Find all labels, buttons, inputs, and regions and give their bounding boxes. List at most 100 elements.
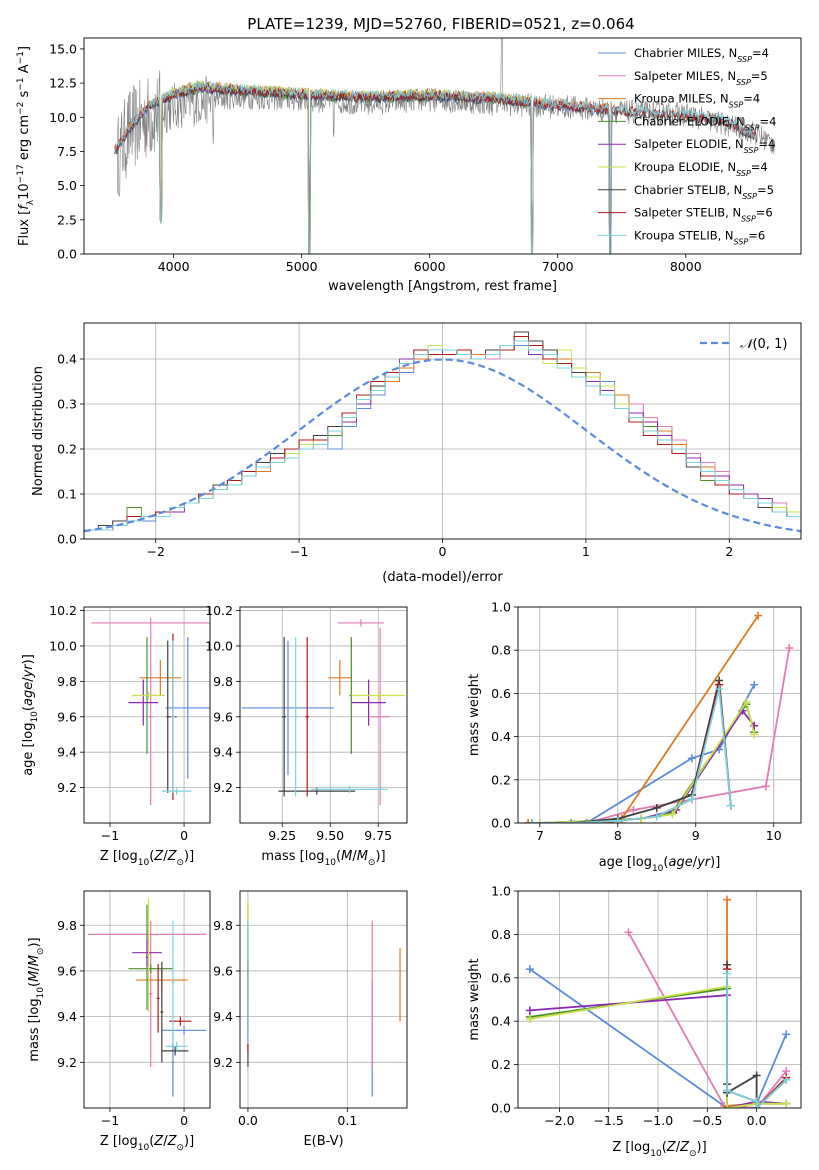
label-part: 10 — [138, 858, 150, 868]
y-tick-label: 9.6 — [213, 709, 233, 724]
y-axis-label: mass weight — [467, 958, 482, 1040]
y-tick-label: 15.0 — [49, 41, 77, 56]
label-part: 10 — [650, 1149, 662, 1159]
y-axis-label: Normed distribution — [31, 366, 46, 496]
label-part: / — [163, 1134, 168, 1149]
label-part: 10 — [30, 711, 40, 723]
weight-marker-kroupa-stelib — [782, 1075, 791, 1084]
y-tick-label: 9.6 — [57, 709, 77, 724]
label-part: Kroupa STELIB, N — [634, 228, 734, 242]
y-tick-label: 0.1 — [57, 487, 77, 502]
label-part: Z — [679, 1140, 690, 1155]
label-part: Chabrier MILES, N — [634, 46, 737, 60]
label-part: yr — [21, 663, 36, 679]
label-part: )] — [184, 1134, 194, 1149]
label-part: ( — [663, 855, 668, 870]
y-tick-label: 9.2 — [57, 780, 77, 795]
y-tick-label: 0.8 — [491, 927, 511, 942]
label-part: SSP — [736, 77, 751, 86]
y-tick-label: 9.8 — [57, 674, 77, 689]
axes-frame — [83, 37, 802, 255]
y-tick-label: 0.8 — [491, 643, 511, 658]
label-part: / — [21, 677, 36, 682]
y-tick-label: 9.8 — [213, 918, 233, 933]
weight-line-salpeter-miles — [528, 647, 791, 823]
plot-area-mass_weight_vs_age — [518, 607, 801, 823]
y-tick-label: 0.3 — [57, 397, 77, 412]
model-spectrum-kroupa-elodie — [159, 79, 533, 254]
label-part: −1 — [16, 77, 26, 90]
x-tick-label: 10 — [766, 828, 782, 843]
x-tick-label: 6000 — [414, 259, 446, 274]
axes-frame — [239, 606, 408, 824]
x-tick-label: 5000 — [286, 259, 318, 274]
label-part: ( — [149, 849, 154, 864]
weight-marker-salpeter-miles — [785, 644, 794, 653]
label-part: Salpeter STELIB, N — [634, 206, 741, 220]
label-part: SSP — [737, 55, 752, 64]
legend-label-kroupa-miles: Kroupa MILES, NSSP=4 — [634, 92, 760, 110]
weight-marker-kroupa-stelib — [613, 816, 622, 823]
legend-label-chabrier-miles: Chabrier MILES, NSSP=4 — [634, 46, 769, 64]
weight-marker-chabrier-miles — [750, 680, 759, 689]
label-part: wavelength [Angstrom, rest frame] — [328, 279, 557, 294]
x-axis-label: Z [log10(Z/Z⊙)] — [100, 1134, 194, 1153]
histogram-chabrier-stelib — [84, 331, 801, 539]
plot-area-age_vs_mass — [240, 607, 407, 823]
weight-line-salpeter-elodie — [539, 709, 755, 823]
weight-marker-kroupa-stelib — [687, 795, 696, 804]
label-part: −2 — [16, 102, 26, 115]
x-tick-label: 9 — [692, 828, 700, 843]
y-tick-label: 9.8 — [57, 918, 77, 933]
label-part: ( — [149, 1134, 154, 1149]
histogram-salpeter-miles — [84, 340, 801, 539]
weight-marker-salpeter-elodie — [525, 1006, 534, 1015]
label-part: (data-model)/error — [382, 570, 503, 585]
x-tick-label: 4000 — [158, 259, 190, 274]
legend-label-chabrier-stelib: Chabrier STELIB, NSSP=5 — [634, 183, 774, 201]
label-part: ⊙ — [176, 1143, 184, 1153]
weight-marker-kroupa-elodie — [535, 819, 544, 823]
plot-area-mass_vs_z — [84, 891, 210, 1108]
weight-marker-salpeter-miles — [761, 782, 770, 791]
x-tick-label: 0.1 — [337, 1113, 357, 1128]
label-part: M — [341, 849, 352, 864]
label-part: )] — [27, 937, 42, 947]
weight-line-kroupa-elodie — [529, 985, 787, 1108]
weight-marker-kroupa-miles — [723, 895, 732, 904]
histogram-salpeter-elodie — [84, 340, 801, 539]
y-tick-label: 0.2 — [491, 772, 511, 787]
label-part: SSP — [744, 146, 759, 155]
y-tick-label: 0.4 — [491, 729, 511, 744]
axes-frame — [83, 890, 211, 1109]
weight-marker-kroupa-elodie — [668, 810, 677, 819]
legend-label-salpeter-stelib: Salpeter STELIB, NSSP=6 — [634, 206, 773, 224]
x-tick-label: 2 — [725, 544, 733, 559]
histogram-chabrier-miles — [84, 340, 801, 539]
label-part: SSP — [734, 237, 749, 246]
x-tick-label: 9.25 — [268, 828, 296, 843]
label-part: 10 — [325, 858, 337, 868]
label-part: / — [27, 966, 42, 971]
label-part: ( — [662, 1140, 667, 1155]
data-spectrum — [117, 38, 776, 254]
axes-frame — [517, 890, 802, 1109]
y-tick-label: 10.0 — [49, 638, 77, 653]
gaussian-curve — [84, 358, 801, 533]
weight-marker-chabrier-miles — [782, 1030, 791, 1039]
label-part: Z — [167, 1134, 178, 1149]
weight-marker-kroupa-miles — [754, 611, 763, 620]
label-part: age — [21, 682, 36, 706]
y-tick-label: 9.6 — [57, 963, 77, 978]
weight-marker-kroupa-stelib — [723, 1086, 732, 1095]
label-part: ] — [17, 46, 32, 51]
x-axis-label: Z [log10(Z/Z⊙)] — [100, 849, 194, 868]
x-axis-label: mass [log10(M/M⊙)] — [261, 849, 385, 868]
weight-marker-kroupa-stelib — [652, 812, 661, 821]
y-tick-label: 0.0 — [57, 247, 77, 262]
label-part: Chabrier STELIB, N — [634, 183, 742, 197]
y-tick-label: 10.2 — [205, 603, 233, 618]
label-part: M — [27, 955, 42, 966]
grid-residuals — [84, 323, 801, 539]
panel-mass_weight_vs_z: −2.0 −1.5 −1.0 −0.5 0.0 0.0 0.2 0.4 0.6 0.8 1.0 Z [… — [467, 884, 802, 1159]
